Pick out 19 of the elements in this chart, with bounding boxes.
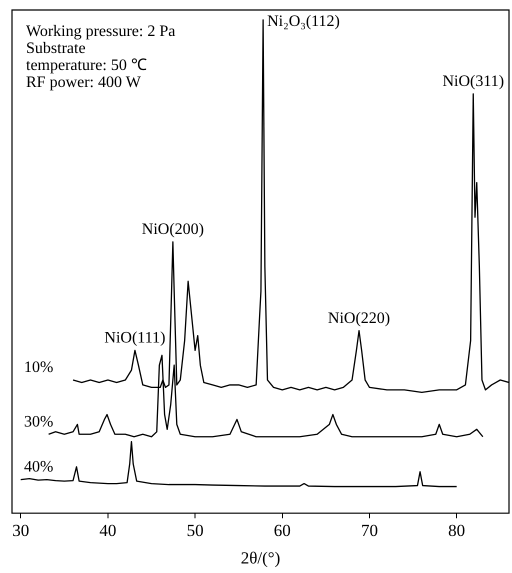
annotation: NiO(311) <box>442 73 504 90</box>
annotation: Substrate <box>26 40 86 58</box>
annotation: temperature: 50 ℃ <box>26 57 147 74</box>
series-label: 40% <box>24 458 54 476</box>
annotation: NiO(220) <box>328 310 390 327</box>
series-label: 10% <box>24 359 54 376</box>
x-tick-label: 80 <box>448 520 466 540</box>
x-tick-label: 60 <box>274 520 291 540</box>
series-label: 30% <box>24 413 54 430</box>
annotation: RF power: 400 W <box>26 74 142 92</box>
x-axis-title: 2θ/(°) <box>240 548 280 568</box>
annotation: NiO(111) <box>104 330 166 347</box>
annotation: Ni₂O₃(112) <box>267 13 340 30</box>
x-tick-label: 40 <box>99 520 116 540</box>
x-tick-label: 70 <box>360 520 378 540</box>
x-tick-label: 50 <box>186 520 204 540</box>
annotation: NiO(200) <box>142 221 204 238</box>
annotation: Working pressure: 2 Pa <box>26 23 176 40</box>
x-tick-label: 30 <box>12 520 30 540</box>
